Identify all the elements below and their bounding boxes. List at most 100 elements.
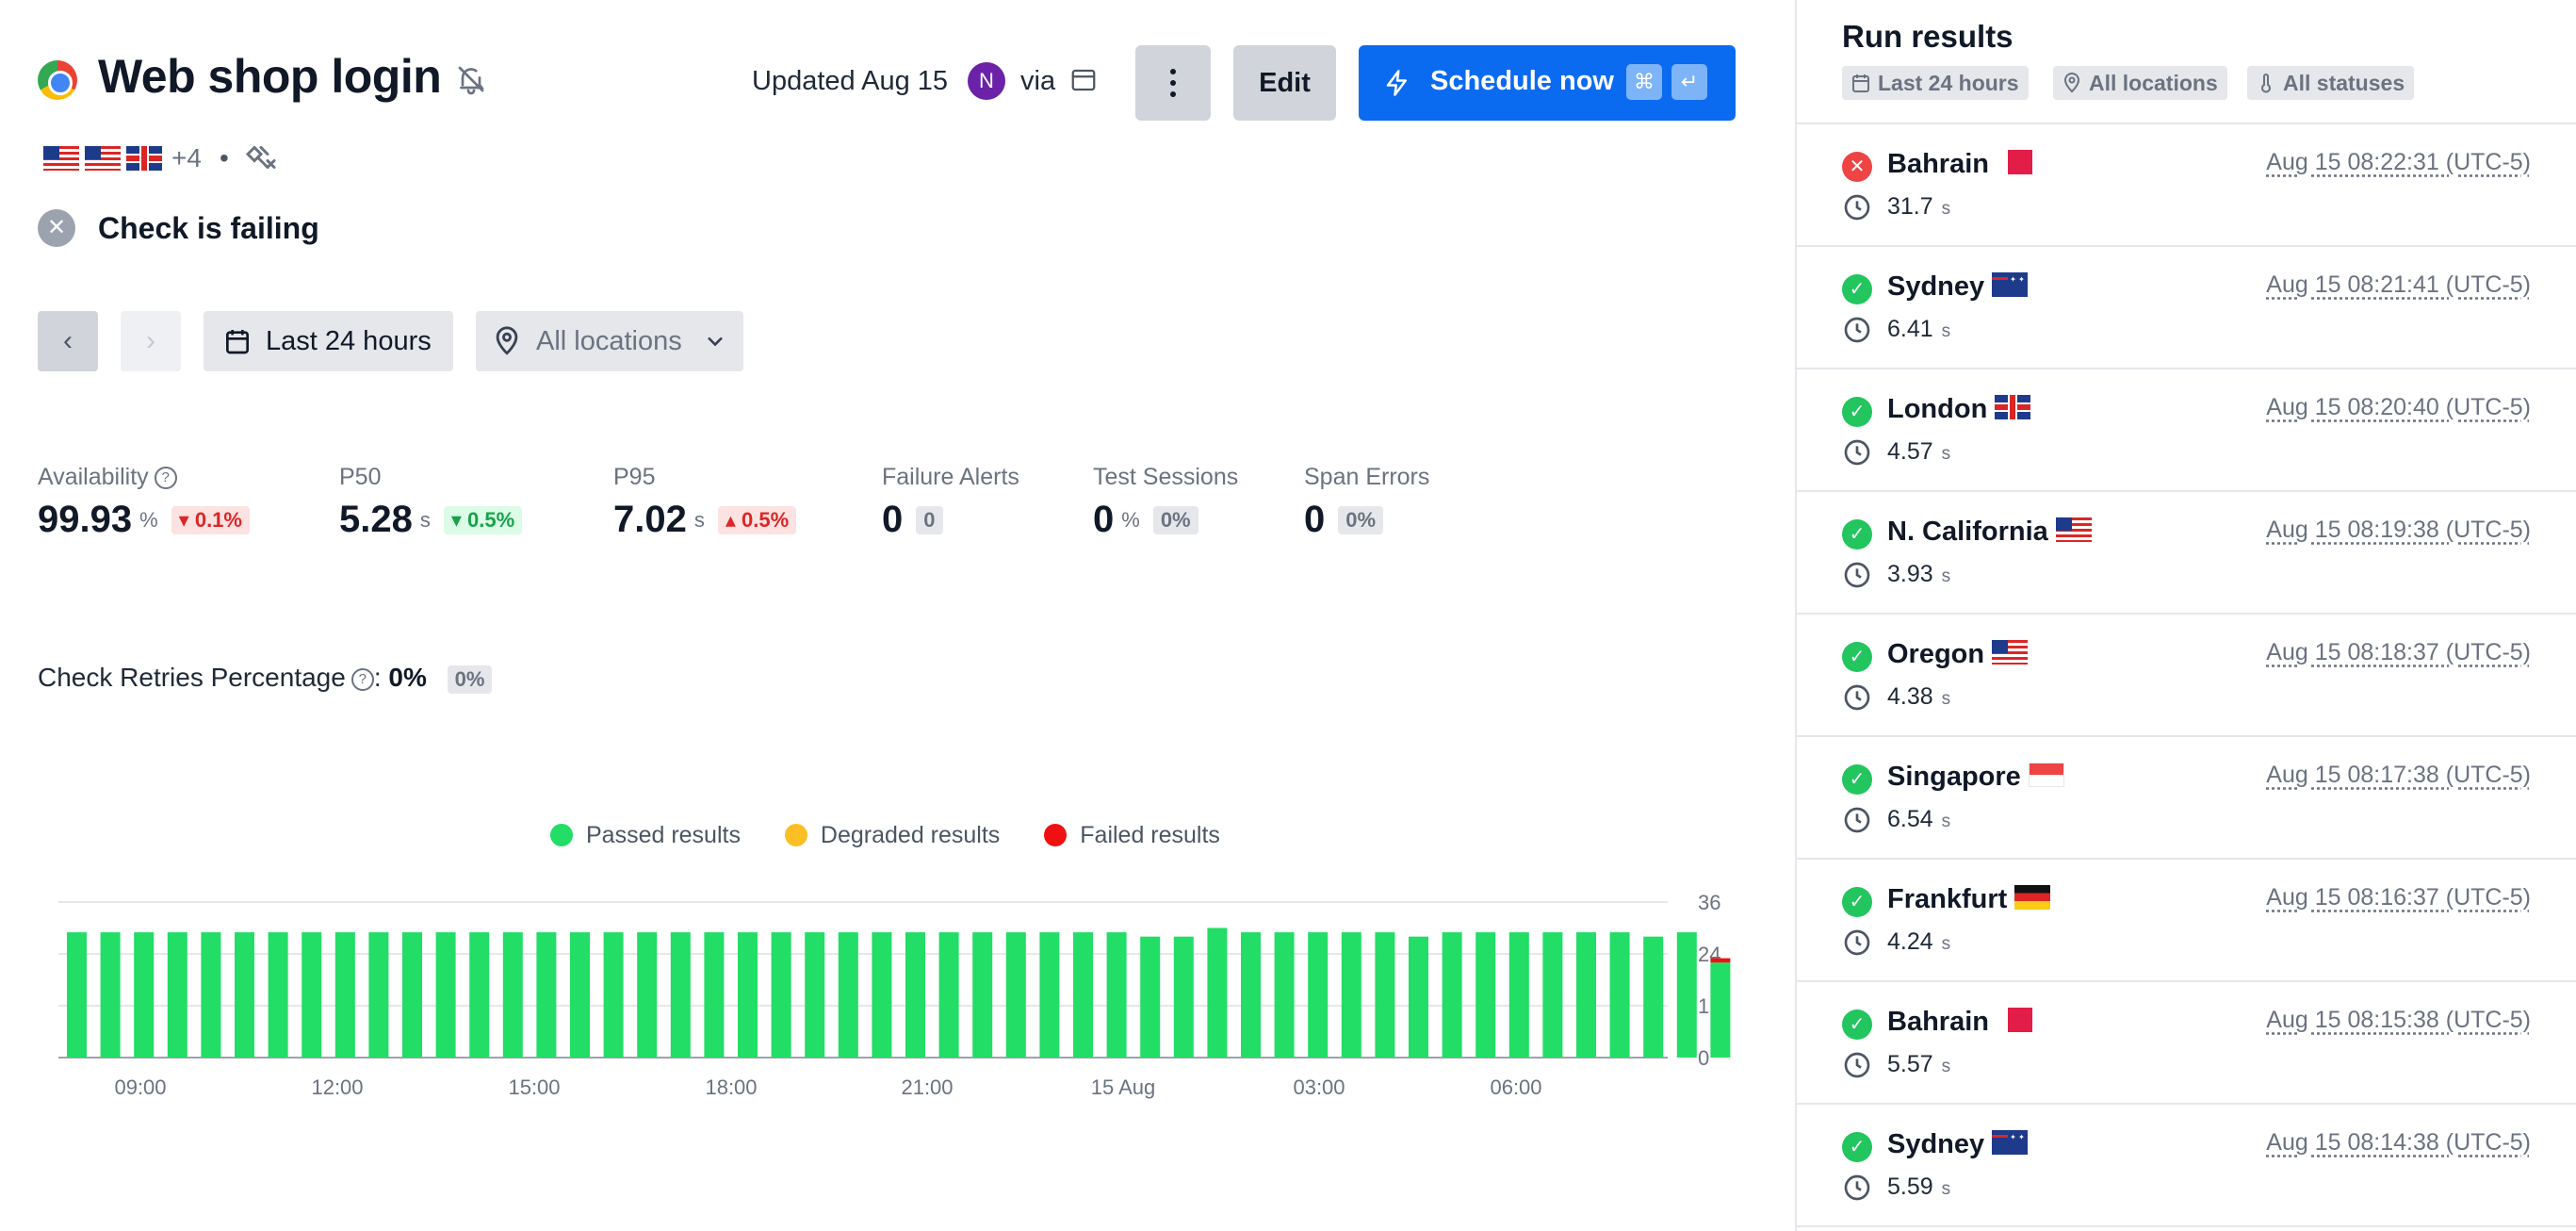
metric-unit: s — [419, 507, 431, 532]
x-icon: ✕ — [38, 209, 75, 247]
bar-passed-results — [1409, 936, 1428, 1058]
bar-passed-results — [1005, 932, 1026, 1058]
x-tick-label: 12:00 — [311, 1075, 363, 1099]
bar-passed-results — [1341, 932, 1361, 1058]
run-result-row[interactable]: ✓ Sydney 5.59 s Aug 15 08:14:38 (UTC-5) — [1797, 1105, 2576, 1227]
run-result-row[interactable]: ✓ Singapore 6.54 s Aug 15 08:17:38 (UTC-5) — [1797, 737, 2576, 860]
run-timestamp[interactable]: Aug 15 08:19:38 (UTC-5) — [2266, 517, 2531, 543]
check-detail-panel: Web shop login Updated Aug 15 N via Edit… — [38, 45, 1736, 1099]
x-tick-label: 15:00 — [508, 1075, 560, 1099]
x-tick-label: 21:00 — [901, 1075, 953, 1099]
run-duration: 5.57 s — [1887, 1051, 1951, 1077]
run-timestamp[interactable]: Aug 15 08:21:41 (UTC-5) — [2266, 271, 2531, 298]
bar-passed-results — [100, 932, 121, 1058]
help-icon[interactable]: ? — [351, 667, 374, 691]
bar-passed-results — [67, 932, 87, 1058]
bar-passed-results — [1508, 932, 1529, 1058]
metric-span-errors: Span Errors 0 0% — [1304, 464, 1429, 541]
filter-chip-status[interactable]: All statuses — [2247, 66, 2415, 100]
bar-passed-results — [302, 932, 322, 1058]
bar-passed-results — [1173, 936, 1194, 1058]
thermometer-icon — [2261, 74, 2271, 93]
bar-passed-results — [1073, 932, 1093, 1058]
caret-down-icon: ▾ — [178, 507, 195, 532]
location-filter-dropdown[interactable]: All locations — [476, 311, 743, 371]
caret-up-icon: ▴ — [725, 507, 742, 532]
next-period-button[interactable]: › — [121, 311, 181, 371]
page-title: Web shop login — [98, 50, 442, 103]
check-circle-icon: ✓ — [1842, 887, 1872, 917]
legend-item-failed[interactable]: Failed results — [1044, 822, 1220, 849]
metric-delta: 0% — [1152, 505, 1198, 534]
run-timestamp[interactable]: Aug 15 08:20:40 (UTC-5) — [2266, 394, 2531, 420]
check-retries: Check Retries Percentage?: 0% 0% — [38, 663, 493, 694]
run-timestamp[interactable]: Aug 15 08:15:38 (UTC-5) — [2266, 1007, 2531, 1033]
run-location: Bahrain — [1887, 1007, 2038, 1038]
legend-item-degraded[interactable]: Degraded results — [784, 822, 1000, 849]
de-flag-icon — [2014, 885, 2051, 910]
divider — [1797, 123, 2576, 124]
x-tick-label: 06:00 — [1490, 1075, 1541, 1099]
run-duration: 3.93 s — [1887, 561, 1951, 587]
run-results-sidebar — [1795, 0, 2576, 1231]
run-timestamp[interactable]: Aug 15 08:22:31 (UTC-5) — [2266, 149, 2531, 175]
more-options-button[interactable] — [1135, 45, 1211, 121]
bell-off-icon[interactable] — [454, 62, 488, 96]
edit-button[interactable]: Edit — [1233, 45, 1336, 121]
metric-delta: ▾ 0.1% — [171, 505, 250, 534]
metric-delta: 0% — [1338, 505, 1384, 534]
run-result-row[interactable]: ✕ Bahrain 31.7 s Aug 15 08:22:31 (UTC-5) — [1797, 124, 2576, 247]
run-timestamp[interactable]: Aug 15 08:17:38 (UTC-5) — [2266, 762, 2531, 788]
gb-flag-icon — [126, 146, 162, 171]
updated-label: Updated Aug 15 — [752, 66, 949, 96]
caret-down-icon: ▾ — [450, 507, 468, 532]
calendar-icon — [226, 330, 249, 354]
via-label: via — [1020, 66, 1056, 96]
run-result-row[interactable]: ✓ Oregon 4.38 s Aug 15 08:18:37 (UTC-5) — [1797, 615, 2576, 737]
filter-chip-location[interactable]: All locations — [2053, 66, 2227, 100]
run-result-row[interactable]: ✓ London 4.57 s Aug 15 08:20:40 (UTC-5) — [1797, 369, 2576, 492]
bar-passed-results — [704, 932, 725, 1058]
run-timestamp[interactable]: Aug 15 08:18:37 (UTC-5) — [2266, 639, 2531, 665]
bar-passed-results — [1475, 932, 1496, 1058]
clock-icon — [1844, 1052, 1870, 1078]
run-result-row[interactable]: ✓ Bahrain 5.57 s Aug 15 08:15:38 (UTC-5) — [1797, 982, 2576, 1105]
previous-period-button[interactable]: ‹ — [38, 311, 98, 371]
check-circle-icon: ✓ — [1842, 274, 1872, 304]
us-flag-icon — [85, 146, 121, 171]
date-range-picker[interactable]: Last 24 hours — [204, 311, 453, 371]
filter-chip-range[interactable]: Last 24 hours — [1842, 66, 2029, 100]
run-timestamp[interactable]: Aug 15 08:14:38 (UTC-5) — [2266, 1129, 2531, 1156]
chart-legend: Passed results Degraded results Failed r… — [550, 822, 1258, 849]
run-timestamp[interactable]: Aug 15 08:16:37 (UTC-5) — [2266, 884, 2531, 911]
clock-icon — [1844, 929, 1870, 956]
metric-label: Failure Alerts — [882, 464, 1019, 490]
legend-item-passed[interactable]: Passed results — [550, 822, 741, 849]
schedule-now-button[interactable]: Schedule now ⌘ ↵ — [1359, 45, 1736, 121]
metric-delta: 0 — [916, 505, 943, 534]
metric-unit: % — [139, 507, 158, 532]
x-circle-icon: ✕ — [1842, 152, 1872, 182]
check-circle-icon: ✓ — [1842, 519, 1872, 550]
metric-value: 99.93 — [38, 499, 133, 540]
metric-p50: P50 5.28 s ▾ 0.5% — [339, 464, 523, 541]
bar-passed-results — [201, 932, 221, 1058]
check-circle-icon: ✓ — [1842, 642, 1872, 672]
bar-passed-results — [334, 932, 355, 1058]
bar-passed-results — [738, 932, 758, 1058]
run-location: N. California — [1887, 517, 2097, 548]
run-result-row[interactable]: ✓ Sydney 6.41 s Aug 15 08:21:41 (UTC-5) — [1797, 247, 2576, 369]
metric-value: 5.28 — [339, 499, 413, 540]
bar-passed-results — [570, 932, 590, 1058]
help-icon[interactable]: ? — [154, 467, 177, 490]
metric-test-sessions: Test Sessions 0% 0% — [1093, 464, 1238, 541]
bar-passed-results — [1375, 932, 1395, 1058]
avatar[interactable]: N — [968, 62, 1005, 100]
run-result-row[interactable]: ✓ N. California 3.93 s Aug 15 08:19:38 (UTC… — [1797, 492, 2576, 615]
run-result-row[interactable]: ✓ Frankfurt 4.24 s Aug 15 08:16:37 (UTC-5) — [1797, 860, 2576, 982]
bar-passed-results — [1106, 932, 1127, 1058]
bar-passed-results — [1039, 932, 1060, 1058]
bar-passed-results — [268, 932, 288, 1058]
bar-passed-results — [1207, 927, 1228, 1058]
bar-passed-results — [1442, 932, 1462, 1058]
